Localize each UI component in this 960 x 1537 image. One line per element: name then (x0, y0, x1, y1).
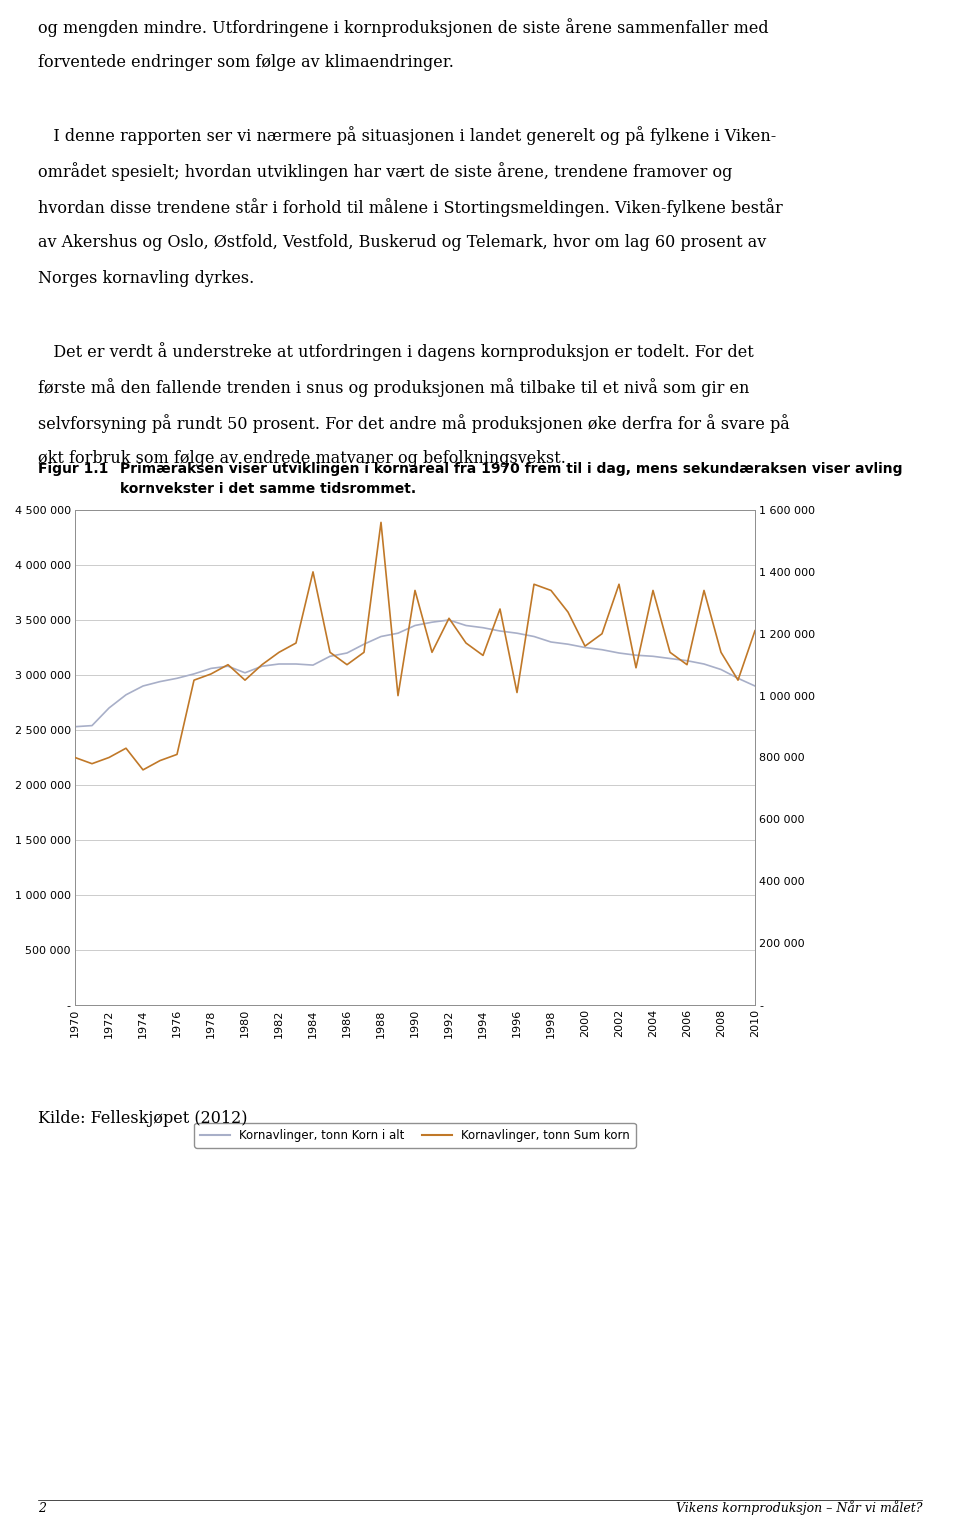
Text: Kilde: Felleskjøpet (2012): Kilde: Felleskjøpet (2012) (38, 1110, 248, 1127)
Text: Vikens kornproduksjon – Når vi målet?: Vikens kornproduksjon – Når vi målet? (676, 1500, 922, 1515)
Text: økt forbruk som følge av endrede matvaner og befolkningsvekst.: økt forbruk som følge av endrede matvane… (38, 450, 565, 467)
Text: hvordan disse trendene står i forhold til målene i Stortingsmeldingen. Viken-fyl: hvordan disse trendene står i forhold ti… (38, 198, 782, 217)
Text: selvforsyning på rundt 50 prosent. For det andre må produksjonen øke derfra for : selvforsyning på rundt 50 prosent. For d… (38, 413, 790, 433)
Text: Norges kornavling dyrkes.: Norges kornavling dyrkes. (38, 271, 254, 287)
Text: 2: 2 (38, 1502, 46, 1515)
Text: forventede endringer som følge av klimaendringer.: forventede endringer som følge av klimae… (38, 54, 454, 71)
Text: Primæraksen viser utviklingen i kornareal fra 1970 frem til i dag, mens sekundær: Primæraksen viser utviklingen i kornarea… (120, 463, 902, 476)
Text: Det er verdt å understreke at utfordringen i dagens kornproduksjon er todelt. Fo: Det er verdt å understreke at utfordring… (38, 343, 754, 361)
Text: første må den fallende trenden i snus og produksjonen må tilbake til et nivå som: første må den fallende trenden i snus og… (38, 378, 750, 397)
Text: I denne rapporten ser vi nærmere på situasjonen i landet generelt og på fylkene : I denne rapporten ser vi nærmere på situ… (38, 126, 777, 144)
Text: av Akershus og Oslo, Østfold, Vestfold, Buskerud og Telemark, hvor om lag 60 pro: av Akershus og Oslo, Østfold, Vestfold, … (38, 234, 766, 251)
Text: Figur 1.1: Figur 1.1 (38, 463, 108, 476)
Legend: Kornavlinger, tonn Korn i alt, Kornavlinger, tonn Sum korn: Kornavlinger, tonn Korn i alt, Kornavlin… (194, 1124, 636, 1148)
Text: kornvekster i det samme tidsrommet.: kornvekster i det samme tidsrommet. (120, 483, 416, 496)
Text: og mengden mindre. Utfordringene i kornproduksjonen de siste årene sammenfaller : og mengden mindre. Utfordringene i kornp… (38, 18, 769, 37)
Text: området spesielt; hvordan utviklingen har vært de siste årene, trendene framover: området spesielt; hvordan utviklingen ha… (38, 161, 732, 181)
